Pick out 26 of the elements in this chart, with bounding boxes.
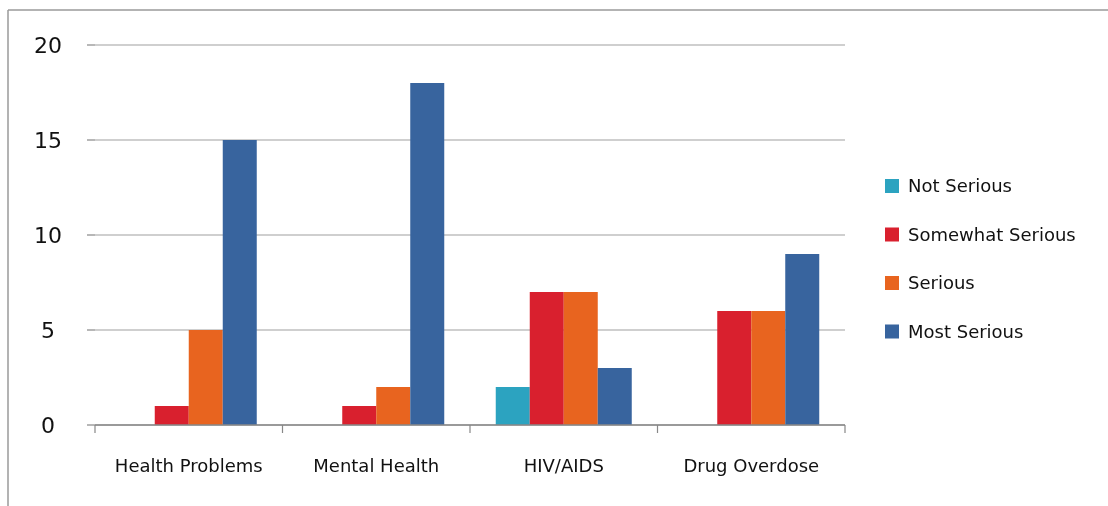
legend-label: Most Serious: [908, 320, 1024, 342]
bar: [563, 292, 598, 425]
bar: [529, 292, 564, 425]
bar: [495, 387, 530, 425]
y-tick-label: 10: [34, 222, 62, 248]
bar: [785, 254, 820, 425]
legend-label: Not Serious: [908, 175, 1012, 197]
y-tick-label: 20: [34, 32, 62, 58]
bar: [376, 387, 411, 425]
legend-label: Serious: [908, 272, 975, 294]
bar: [342, 406, 377, 425]
x-tick-label: Mental Health: [313, 455, 440, 476]
bar: [410, 83, 445, 425]
bar: [717, 311, 752, 425]
x-tick-label: HIV/AIDS: [523, 455, 604, 476]
bar: [222, 140, 257, 425]
bar: [154, 406, 189, 425]
bar: [751, 311, 786, 425]
x-tick-label: Drug Overdose: [683, 455, 820, 476]
y-tick-label: 5: [41, 317, 55, 343]
y-tick-label: 0: [41, 412, 55, 438]
bar: [188, 330, 223, 425]
bar: [597, 368, 632, 425]
legend-label: Somewhat Serious: [908, 223, 1076, 245]
y-tick-label: 15: [34, 127, 62, 153]
x-tick-label: Health Problems: [114, 455, 263, 476]
